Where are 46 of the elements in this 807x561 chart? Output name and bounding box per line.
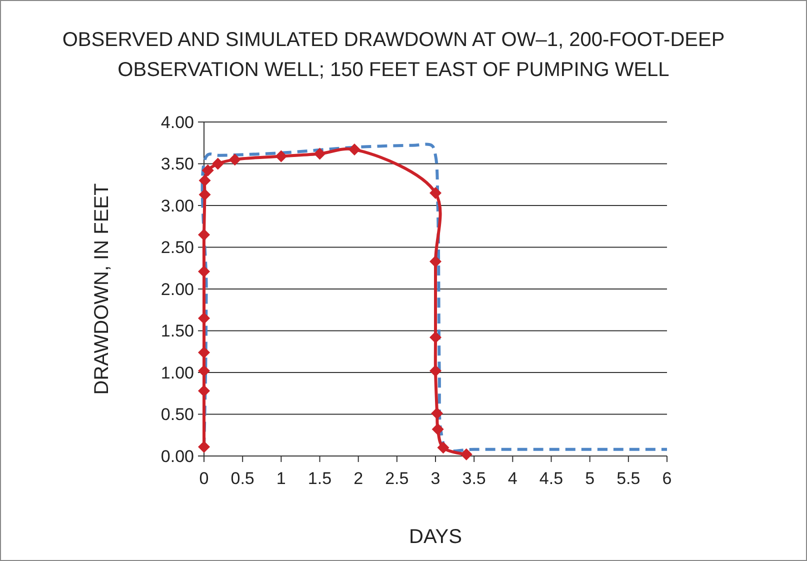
- x-tick-label: 4: [508, 469, 518, 488]
- x-tick-label: 5: [585, 469, 595, 488]
- point: [348, 144, 360, 156]
- point: [198, 174, 211, 186]
- point: [275, 150, 288, 162]
- point: [460, 448, 472, 460]
- point: [202, 164, 214, 176]
- x-tick-label: 4.5: [539, 469, 564, 488]
- point: [198, 228, 210, 241]
- point: [314, 148, 326, 160]
- chart-title: OBSERVED AND SIMULATED DRAWDOWN AT OW–1, 200-FOOT-DEEP OBSERVATION WELL; 150 FEET EAST OF PUMPING WELL: [62, 29, 725, 81]
- y-tick-label: 1.50: [160, 322, 194, 341]
- point: [212, 158, 224, 170]
- point: [430, 255, 442, 268]
- x-tick-label: 3: [430, 469, 440, 488]
- point: [430, 364, 442, 377]
- x-tick-label: 0.5: [230, 469, 254, 488]
- point: [198, 384, 210, 397]
- x-tick-label: 0: [199, 469, 209, 488]
- point: [430, 331, 442, 344]
- x-tick-label: 6: [662, 469, 672, 488]
- y-tick-label: 2.00: [160, 280, 194, 299]
- x-tick-label: 2: [354, 469, 364, 488]
- point: [430, 186, 442, 199]
- point: [432, 423, 444, 436]
- y-tick-label: 3.00: [160, 196, 194, 216]
- x-tick-label: 5.5: [616, 469, 640, 488]
- y-tick-label: 1.00: [160, 363, 194, 382]
- point: [198, 364, 210, 377]
- x-axis-title: DAYS: [409, 526, 462, 548]
- x-tick-label: 1.5: [308, 469, 332, 488]
- x-tick-label: 1: [276, 469, 286, 488]
- point: [198, 312, 210, 324]
- point: [198, 440, 210, 453]
- x-tick-label: 3.5: [462, 469, 486, 488]
- x-tick-label: 2.5: [385, 469, 409, 488]
- point: [431, 407, 444, 420]
- point: [198, 188, 211, 201]
- point: [228, 154, 241, 166]
- y-axis-title: DRAWDOWN, IN FEET: [91, 183, 113, 395]
- y-tick-label: 2.50: [160, 238, 194, 258]
- y-tick-label: 4.00: [160, 112, 194, 132]
- y-tick-label: 3.50: [160, 154, 194, 174]
- point: [437, 442, 450, 454]
- y-tick-label: 0.00: [160, 446, 194, 466]
- y-tick-label: 0.50: [160, 405, 194, 424]
